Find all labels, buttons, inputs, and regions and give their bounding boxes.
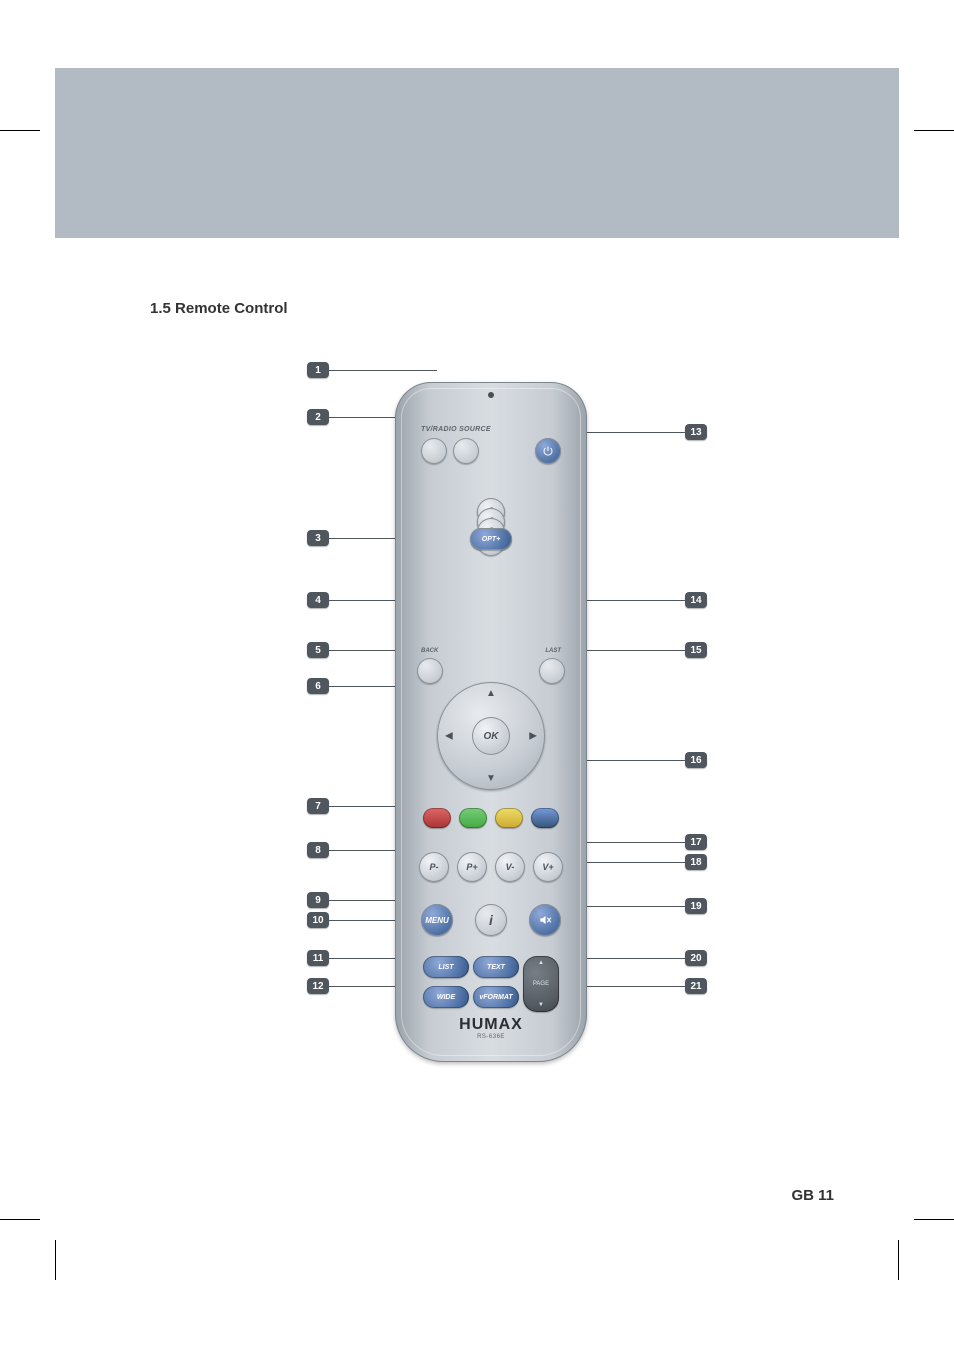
callout-11: 11 (307, 950, 329, 966)
callout-2: 2 (307, 409, 329, 425)
arrow-down-icon: ▼ (486, 773, 496, 784)
callout-12: 12 (307, 978, 329, 994)
leader-line (329, 370, 437, 371)
program-volume-row: P- P+ V- V+ (395, 852, 587, 882)
page-rocker[interactable]: ▲ PAGE ▼ (523, 956, 559, 1012)
number-pad: 1 2 3 4 5 6 7 8 9 EPG 0 OPT+ (395, 498, 587, 538)
back-label: BACK (421, 648, 438, 654)
arrow-right-icon: ▶ (529, 731, 537, 742)
section-title: 1.5 Remote Control (150, 300, 288, 317)
text-button[interactable]: TEXT (473, 956, 519, 978)
callout-14: 14 (685, 592, 707, 608)
program-plus-button[interactable]: P+ (457, 852, 487, 882)
mute-button[interactable] (529, 904, 561, 936)
callout-7: 7 (307, 798, 329, 814)
power-icon (542, 445, 554, 457)
program-minus-button[interactable]: P- (419, 852, 449, 882)
callout-3: 3 (307, 530, 329, 546)
opt-plus-button[interactable]: OPT+ (470, 528, 512, 550)
crop-mark (55, 1240, 56, 1280)
crop-mark (914, 130, 954, 131)
power-button[interactable] (535, 438, 561, 464)
menu-button[interactable]: MENU (421, 904, 453, 936)
page-up-icon: ▲ (538, 960, 544, 966)
callout-8: 8 (307, 842, 329, 858)
header-band (55, 68, 899, 238)
red-button[interactable] (423, 808, 451, 828)
last-label: LAST (545, 648, 561, 654)
tvradio-source-label: TV/RADIO SOURCE (421, 426, 491, 433)
callout-19: 19 (685, 898, 707, 914)
green-button[interactable] (459, 808, 487, 828)
callout-15: 15 (685, 642, 707, 658)
callout-10: 10 (307, 912, 329, 928)
brand: HUMAX RS-636E (395, 1016, 587, 1040)
page-down-icon: ▼ (538, 1002, 544, 1008)
ir-led (488, 392, 494, 398)
volume-plus-button[interactable]: V+ (533, 852, 563, 882)
callout-20: 20 (685, 950, 707, 966)
remote-figure: 123456789101112 131415161718192021 TV/RA… (307, 362, 707, 1082)
volume-minus-button[interactable]: V- (495, 852, 525, 882)
callout-6: 6 (307, 678, 329, 694)
callout-5: 5 (307, 642, 329, 658)
vformat-button[interactable]: vFORMAT (473, 986, 519, 1008)
callout-1: 1 (307, 362, 329, 378)
page-number: GB 11 (791, 1187, 834, 1204)
dpad: OK ▲ ▼ ◀ ▶ (431, 676, 551, 796)
tvradio-button[interactable] (421, 438, 447, 464)
color-buttons (395, 808, 587, 828)
arrow-left-icon: ◀ (445, 731, 453, 742)
ok-button[interactable]: OK (472, 717, 510, 755)
yellow-button[interactable] (495, 808, 523, 828)
bottom-cluster: LIST WIDE TEXT vFORMAT ▲ PAGE ▼ (395, 956, 587, 1012)
callout-13: 13 (685, 424, 707, 440)
arrow-up-icon: ▲ (486, 688, 496, 699)
remote-body: TV/RADIO SOURCE 1 2 3 4 5 6 (395, 382, 587, 1062)
crop-mark (914, 1219, 954, 1220)
blue-button[interactable] (531, 808, 559, 828)
crop-mark (898, 1240, 899, 1280)
callout-16: 16 (685, 752, 707, 768)
page-label: PAGE (533, 981, 549, 987)
brand-name: HUMAX (395, 1016, 587, 1034)
page: 1.5 Remote Control 123456789101112 13141… (0, 0, 954, 1350)
callout-18: 18 (685, 854, 707, 870)
wide-button[interactable]: WIDE (423, 986, 469, 1008)
callout-4: 4 (307, 592, 329, 608)
list-button[interactable]: LIST (423, 956, 469, 978)
model-number: RS-636E (395, 1034, 587, 1040)
mute-icon (538, 913, 552, 927)
menu-row: MENU i (395, 904, 587, 936)
crop-mark (0, 130, 40, 131)
callout-21: 21 (685, 978, 707, 994)
source-button[interactable] (453, 438, 479, 464)
crop-mark (0, 1219, 40, 1220)
callout-17: 17 (685, 834, 707, 850)
callout-9: 9 (307, 892, 329, 908)
info-button[interactable]: i (475, 904, 507, 936)
